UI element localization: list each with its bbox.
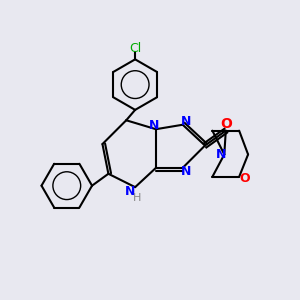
Text: N: N	[149, 119, 160, 132]
Text: N: N	[216, 148, 226, 161]
Text: N: N	[181, 165, 191, 178]
Text: N: N	[181, 115, 191, 128]
Text: H: H	[132, 193, 141, 202]
Text: O: O	[240, 172, 250, 185]
Text: O: O	[220, 117, 232, 131]
Text: Cl: Cl	[129, 42, 141, 56]
Text: N: N	[124, 185, 135, 198]
